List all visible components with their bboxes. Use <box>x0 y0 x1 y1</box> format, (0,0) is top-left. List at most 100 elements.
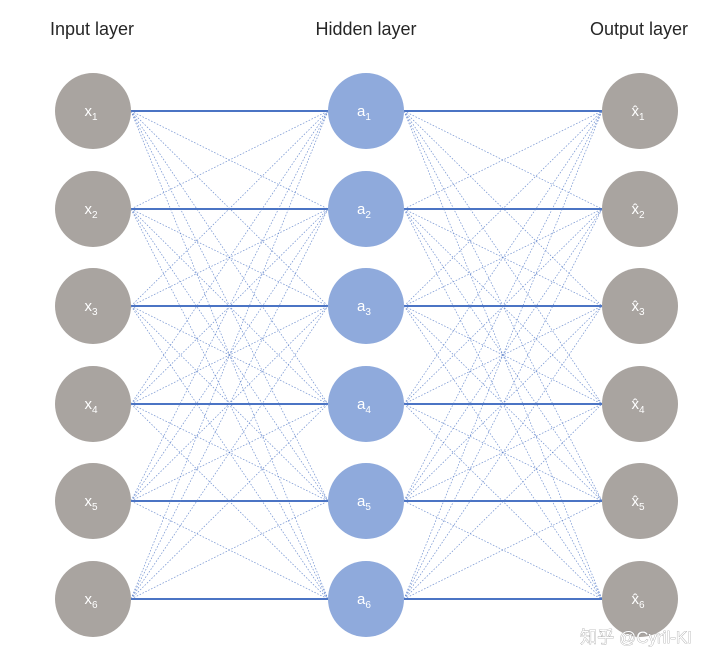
input-node-circle <box>55 366 131 442</box>
hidden-node-subscript: 2 <box>365 210 371 221</box>
output-node-circle <box>602 268 678 344</box>
output-node-circle <box>602 73 678 149</box>
input-node-subscript: 3 <box>92 307 98 318</box>
input-node-subscript: 6 <box>92 600 98 611</box>
input-node-circle <box>55 268 131 344</box>
output-node-4: x̂4 <box>602 366 678 442</box>
hidden-node-4: a4 <box>328 366 404 442</box>
output-node-circle <box>602 561 678 637</box>
hidden-node-3: a3 <box>328 268 404 344</box>
connection-input-6-hidden-5 <box>130 500 329 600</box>
output-node-subscript: 2 <box>639 210 645 221</box>
output-node-6: x̂6 <box>602 561 678 637</box>
output-node-2: x̂2 <box>602 171 678 247</box>
input-node-circle <box>55 171 131 247</box>
nodes-group: x1x2x3x4x5x6a1a2a3a4a5a6x̂1x̂2x̂3x̂4x̂5x… <box>55 73 678 637</box>
input-node-subscript: 1 <box>92 112 98 123</box>
hidden-node-circle <box>328 73 404 149</box>
output-node-symbol: x̂ <box>631 493 639 510</box>
hidden-node-1: a1 <box>328 73 404 149</box>
hidden-node-circle <box>328 463 404 539</box>
output-node-symbol: x̂ <box>631 591 639 608</box>
input-node-circle <box>55 463 131 539</box>
hidden-node-label: a4 <box>357 396 371 416</box>
input-node-symbol: x <box>84 298 92 315</box>
output-node-symbol: x̂ <box>631 396 639 413</box>
output-node-subscript: 3 <box>639 307 645 318</box>
connection-input-4-hidden-1 <box>130 110 329 405</box>
hidden-node-label: a5 <box>357 493 371 513</box>
input-node-symbol: x <box>84 493 92 510</box>
hidden-node-circle <box>328 171 404 247</box>
hidden-layer-title: Hidden layer <box>315 19 416 39</box>
input-node-circle <box>55 73 131 149</box>
hidden-node-circle <box>328 268 404 344</box>
hidden-node-label: a1 <box>357 103 371 123</box>
hidden-node-5: a5 <box>328 463 404 539</box>
hidden-node-symbol: a <box>357 103 366 120</box>
input-node-symbol: x <box>84 396 92 413</box>
input-node-symbol: x <box>84 591 92 608</box>
connection-input-6-hidden-4 <box>130 403 329 600</box>
hidden-node-circle <box>328 366 404 442</box>
connection-input-2-hidden-1 <box>130 110 329 210</box>
hidden-node-subscript: 5 <box>365 502 371 513</box>
input-node-label: x3 <box>84 298 98 318</box>
output-node-1: x̂1 <box>602 73 678 149</box>
connection-input-5-hidden-1 <box>130 110 329 502</box>
output-node-circle <box>602 463 678 539</box>
hidden-node-label: a2 <box>357 201 371 221</box>
hidden-node-symbol: a <box>357 396 366 413</box>
connection-hidden-6-output-2 <box>403 208 603 600</box>
input-node-circle <box>55 561 131 637</box>
connection-hidden-6-output-3 <box>403 305 603 600</box>
input-node-label: x2 <box>84 201 98 221</box>
connection-hidden-4-output-1 <box>403 110 603 405</box>
input-node-subscript: 5 <box>92 502 98 513</box>
connection-hidden-6-output-4 <box>403 403 603 600</box>
connection-input-6-hidden-1 <box>130 110 329 600</box>
output-node-label: x̂5 <box>631 493 645 513</box>
input-node-5: x5 <box>55 463 131 539</box>
input-node-subscript: 4 <box>92 405 98 416</box>
input-node-symbol: x <box>84 201 92 218</box>
output-node-circle <box>602 366 678 442</box>
output-node-circle <box>602 171 678 247</box>
output-node-subscript: 6 <box>639 600 645 611</box>
output-node-3: x̂3 <box>602 268 678 344</box>
hidden-node-label: a6 <box>357 591 371 611</box>
output-node-label: x̂2 <box>631 201 645 221</box>
hidden-node-subscript: 1 <box>365 112 371 123</box>
input-layer-title: Input layer <box>50 19 134 39</box>
input-node-label: x1 <box>84 103 98 123</box>
input-node-3: x3 <box>55 268 131 344</box>
input-node-6: x6 <box>55 561 131 637</box>
hidden-node-symbol: a <box>357 493 366 510</box>
hidden-node-subscript: 6 <box>365 600 371 611</box>
hidden-node-symbol: a <box>357 591 366 608</box>
input-node-label: x4 <box>84 396 98 416</box>
output-node-label: x̂1 <box>631 103 645 123</box>
output-node-subscript: 5 <box>639 502 645 513</box>
hidden-node-subscript: 4 <box>365 405 371 416</box>
connection-hidden-6-output-1 <box>403 110 603 600</box>
output-node-symbol: x̂ <box>631 103 639 120</box>
input-node-label: x5 <box>84 493 98 513</box>
connections-group <box>130 110 603 600</box>
output-node-label: x̂3 <box>631 298 645 318</box>
hidden-node-2: a2 <box>328 171 404 247</box>
input-node-subscript: 2 <box>92 210 98 221</box>
output-layer-title: Output layer <box>590 19 688 39</box>
output-node-subscript: 4 <box>639 405 645 416</box>
output-node-symbol: x̂ <box>631 298 639 315</box>
connection-input-3-hidden-1 <box>130 110 329 307</box>
hidden-node-subscript: 3 <box>365 307 371 318</box>
input-node-symbol: x <box>84 103 92 120</box>
watermark-text: 知乎 @Cyril-KI <box>580 628 692 647</box>
connection-hidden-5-output-1 <box>403 110 603 502</box>
connection-hidden-3-output-1 <box>403 110 603 307</box>
hidden-node-symbol: a <box>357 298 366 315</box>
hidden-node-label: a3 <box>357 298 371 318</box>
input-node-2: x2 <box>55 171 131 247</box>
input-node-1: x1 <box>55 73 131 149</box>
